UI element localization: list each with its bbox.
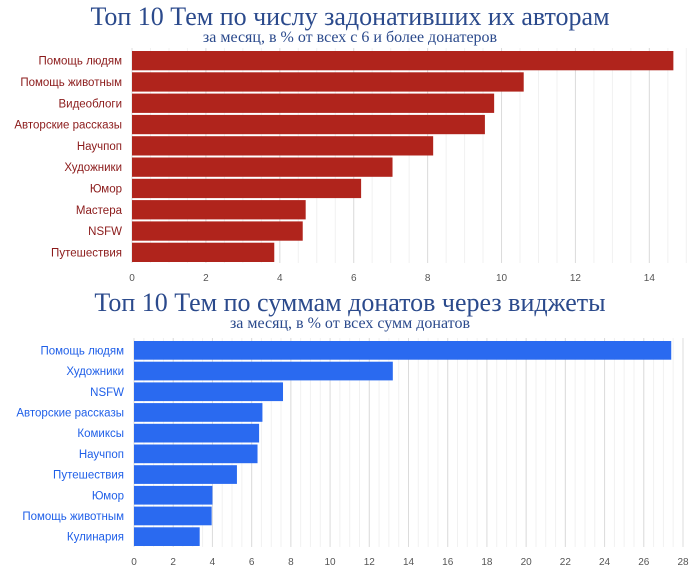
chart2-bar [134, 527, 200, 546]
chart1-category-label: Мастера [76, 205, 123, 217]
chart1-x-tick-label: 8 [425, 273, 431, 284]
chart1-category-label: Помощь людям [38, 56, 122, 68]
chart2-bar [134, 506, 212, 526]
chart1-bar [132, 157, 393, 177]
chart1-category-label: Научпоп [77, 141, 122, 153]
chart2-bar [134, 341, 672, 360]
chart1-category-label: Юмор [90, 183, 122, 195]
chart1-title: Топ 10 Тем по числу задонативших их авто… [90, 2, 610, 31]
chart1-subtitle: за месяц, в % от всех с 6 и более донате… [202, 29, 498, 46]
chart2-x-tick-label: 28 [677, 557, 689, 568]
chart2-category-label: Путешествия [53, 470, 124, 482]
chart1-bar [132, 200, 306, 220]
chart2-category-label: Юмор [92, 490, 124, 502]
chart1-category-label: Авторские рассказы [14, 120, 122, 132]
chart1-category-label: Помощь животным [20, 77, 122, 89]
chart2-category-label: Помощь людям [40, 345, 124, 357]
chart1-x-tick-label: 14 [644, 273, 656, 284]
chart2-category-label: Кулинария [67, 532, 124, 544]
chart2-x-tick-label: 0 [131, 557, 137, 568]
chart1-bar [132, 242, 275, 262]
chart2-x-tick-label: 24 [599, 557, 611, 568]
chart2-x-tick-label: 14 [403, 557, 415, 568]
chart1-bar [132, 136, 434, 156]
chart1-category-label: Видеоблоги [58, 98, 122, 110]
chart2-category-label: Авторские рассказы [16, 407, 124, 419]
chart2-category-label: NSFW [90, 387, 124, 399]
chart2-x-tick-label: 6 [249, 557, 255, 568]
chart1-category-label: Путешествия [51, 247, 122, 259]
chart2-bar [134, 403, 263, 422]
chart2-x-tick-label: 20 [521, 557, 533, 568]
chart1-bar [132, 114, 485, 135]
chart2-x-tick-label: 12 [364, 557, 376, 568]
chart2-x-tick-label: 22 [560, 557, 572, 568]
chart1-x-tick-label: 2 [203, 273, 209, 284]
chart1-x-tick-label: 0 [129, 273, 135, 284]
chart2-x-tick-label: 26 [638, 557, 650, 568]
chart2-bar [134, 382, 284, 402]
chart2-category-label: Комиксы [77, 428, 124, 440]
chart2-x-tick-label: 8 [288, 557, 294, 568]
chart2-x-tick-label: 16 [442, 557, 454, 568]
chart1-bar [132, 72, 524, 92]
chart2-title: Топ 10 Тем по суммам донатов через видже… [94, 288, 606, 317]
chart2-bar [134, 361, 393, 381]
chart2-category-label: Научпоп [79, 449, 124, 461]
chart1-category-label: Художники [64, 162, 122, 174]
chart1-x-tick-label: 6 [351, 273, 357, 284]
chart2-subtitle: за месяц, в % от всех сумм донатов [229, 315, 471, 332]
chart2-category-label: Художники [66, 366, 124, 378]
chart2-category-label: Помощь животным [22, 511, 124, 523]
chart1-x-tick-label: 4 [277, 273, 283, 284]
chart2-x-tick-label: 2 [170, 557, 176, 568]
chart2-bar [134, 485, 213, 505]
chart1-bar [132, 178, 362, 199]
chart1-x-tick-label: 10 [496, 273, 508, 284]
chart2-bar [134, 423, 260, 443]
chart1-bar [132, 221, 303, 241]
chart2-bar [134, 465, 237, 484]
chart2-x-tick-label: 18 [481, 557, 493, 568]
chart2-bar [134, 444, 258, 464]
chart1-x-tick-label: 12 [570, 273, 582, 284]
chart2-x-tick-label: 10 [325, 557, 337, 568]
chart2-x-tick-label: 4 [210, 557, 216, 568]
chart1-category-label: NSFW [88, 226, 122, 238]
chart1-bar [132, 51, 674, 71]
chart1-bar [132, 93, 495, 113]
